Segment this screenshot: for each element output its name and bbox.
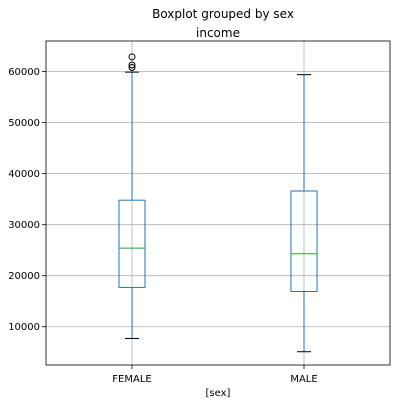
y-tick-label: 10000 [8, 322, 40, 333]
x-axis-label: [sex] [206, 388, 231, 399]
y-tick-label: 40000 [8, 169, 40, 180]
plot-area-frame [46, 41, 390, 365]
grid-lines [46, 41, 390, 365]
x-tick-label: FEMALE [112, 374, 151, 385]
y-tick-label: 20000 [8, 271, 40, 282]
x-tick-label: MALE [290, 374, 317, 385]
y-tick-label: 60000 [8, 67, 40, 78]
chart-suptitle: Boxplot grouped by sex [152, 7, 294, 21]
axis-ticks: 10000 20000 30000 40000 50000 60000 FEMALE MALE [8, 67, 317, 385]
boxes [119, 54, 317, 352]
y-tick-label: 50000 [8, 118, 40, 129]
y-tick-label: 30000 [8, 220, 40, 231]
chart-title: income [196, 26, 240, 40]
box-female [119, 54, 145, 339]
